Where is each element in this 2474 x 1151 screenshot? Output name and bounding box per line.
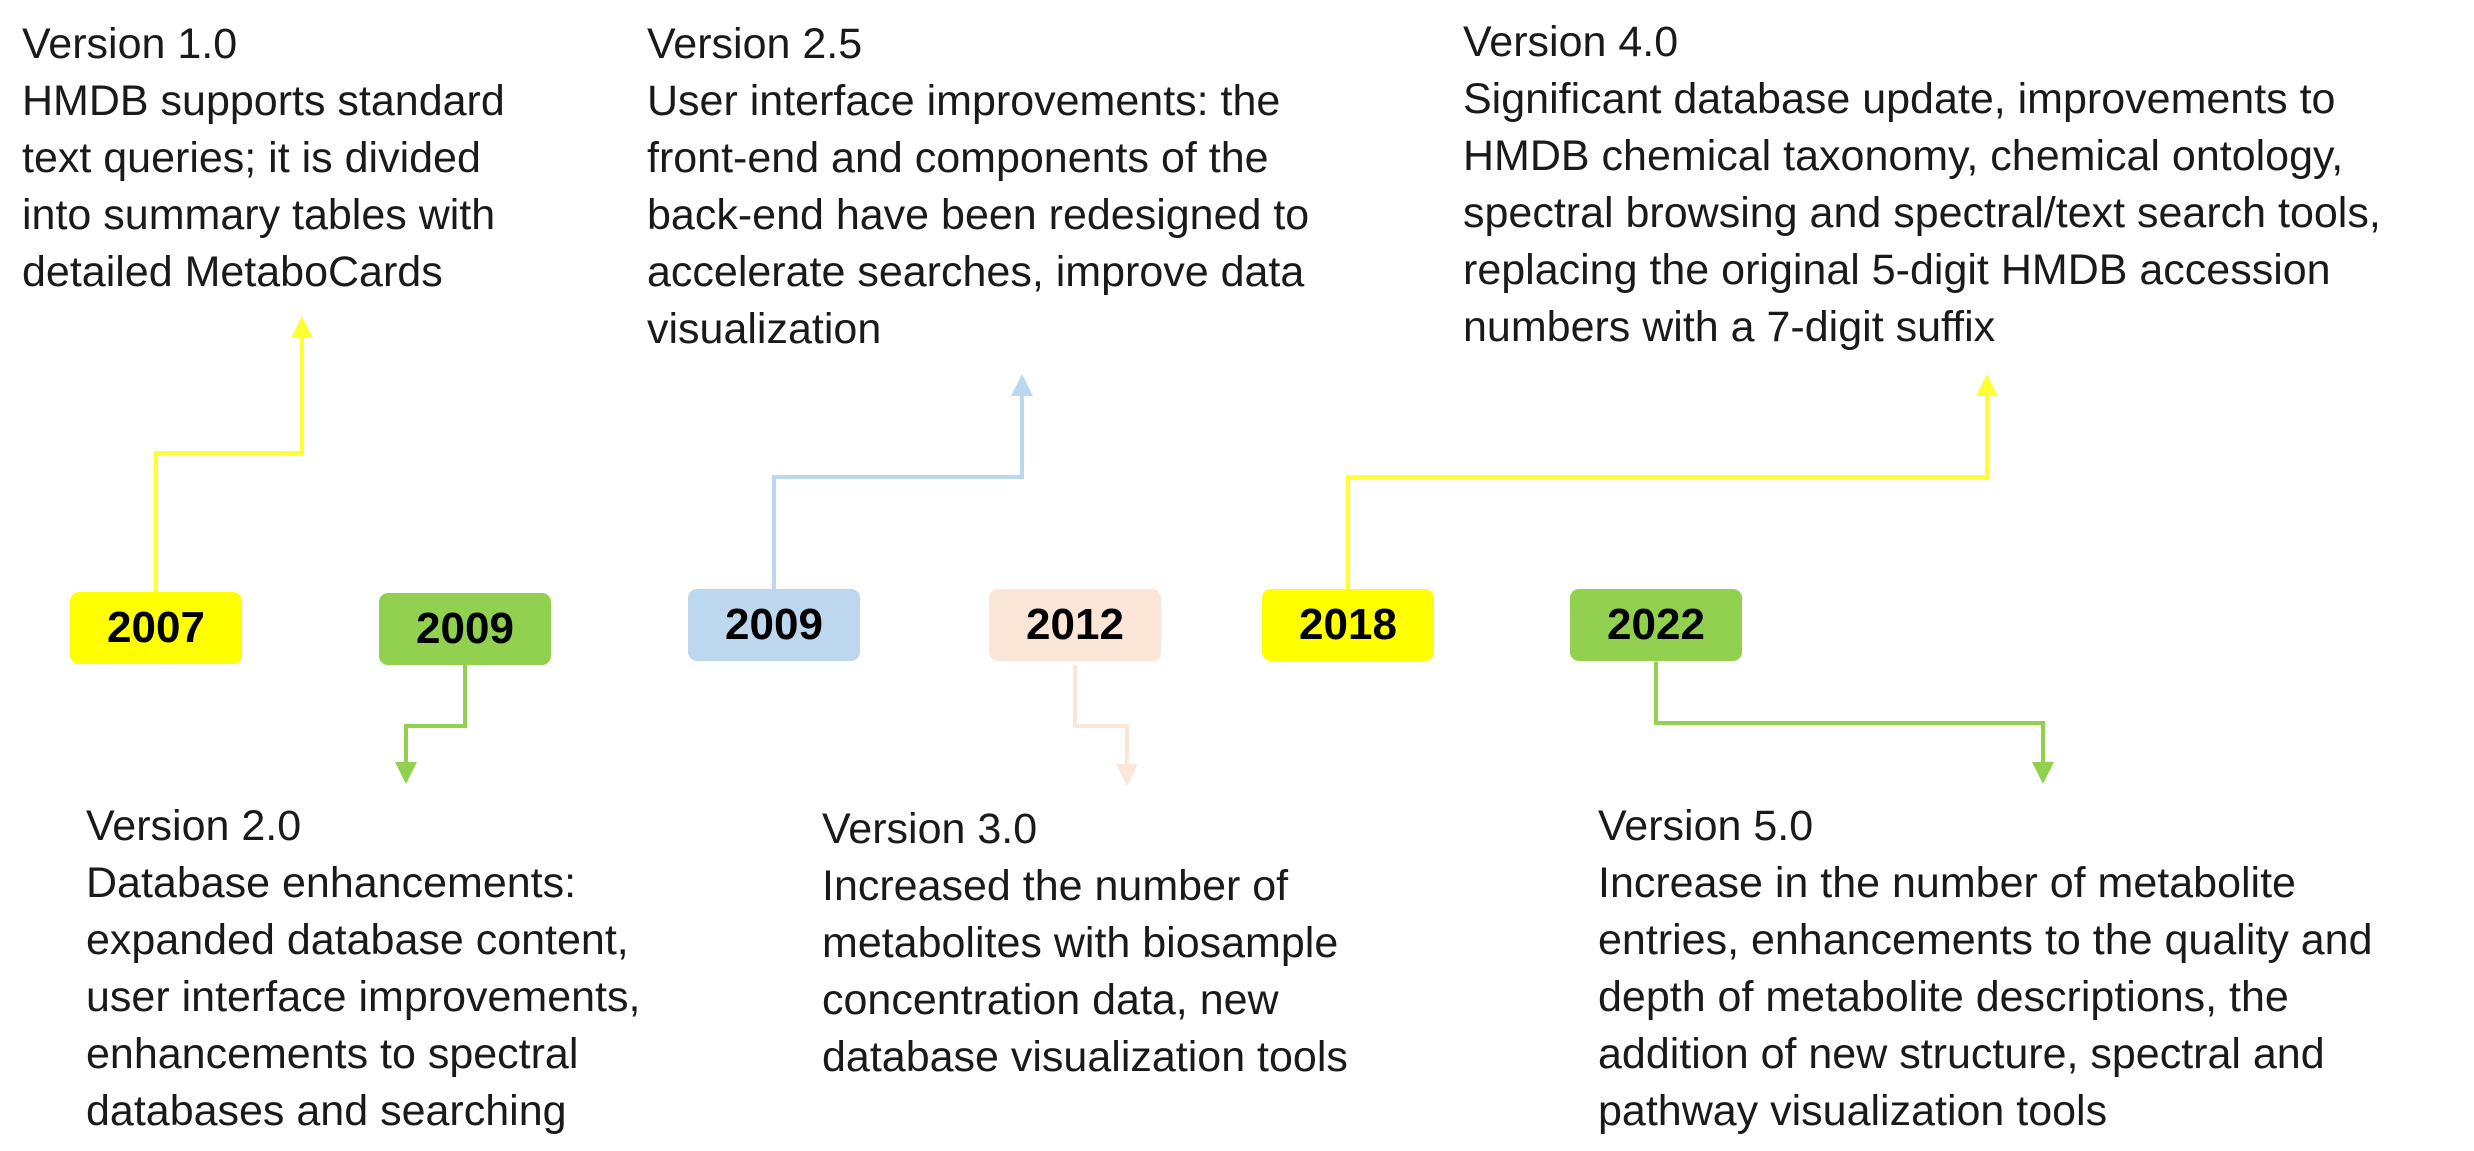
version-block-4-0: Version 4.0 Significant database update,… [1463, 14, 2381, 356]
version-title: Version 3.0 [822, 805, 1038, 853]
description-line: concentration data, new [822, 976, 1279, 1024]
year-label: 2012 [1026, 600, 1124, 649]
arrowhead-2007 [291, 316, 313, 338]
description-line: enhancements to spectral [86, 1030, 579, 1078]
connector-2018 [1346, 388, 1989, 589]
connector-2012 [1073, 665, 1129, 772]
year-label: 2007 [107, 603, 205, 652]
year-badge-2007: 2007 [70, 592, 242, 664]
year-label: 2009 [725, 600, 823, 649]
connector-2009-v25 [772, 388, 1024, 589]
description-line: expanded database content, [86, 916, 629, 964]
description-line: visualization [647, 305, 882, 353]
version-block-2-5: Version 2.5 User interface improvements:… [647, 16, 1309, 358]
description-line: back-end have been redesigned to [647, 191, 1310, 239]
description-line: numbers with a 7-digit suffix [1463, 303, 1996, 351]
year-label: 2018 [1299, 600, 1397, 649]
description-line: into summary tables with [22, 191, 496, 239]
version-title: Version 4.0 [1463, 18, 1679, 66]
description-line: metabolites with biosample [822, 919, 1339, 967]
connector-2022 [1654, 662, 2045, 770]
year-badge-2018: 2018 [1262, 589, 1434, 661]
version-block-1-0: Version 1.0 HMDB supports standard text … [22, 16, 505, 301]
year-badge-2022: 2022 [1570, 589, 1742, 661]
description-line: Database enhancements: [86, 859, 577, 907]
year-badge-2009-v25: 2009 [688, 589, 860, 661]
arrowhead-2018 [1976, 374, 1998, 396]
year-badge-2012: 2012 [989, 589, 1161, 661]
version-block-2-0: Version 2.0 Database enhancements: expan… [86, 798, 640, 1140]
description-line: databases and searching [86, 1087, 567, 1135]
description-line: database visualization tools [822, 1033, 1348, 1081]
version-title: Version 2.0 [86, 802, 302, 850]
version-title: Version 5.0 [1598, 802, 1814, 850]
year-badge-2009-v2: 2009 [379, 593, 551, 665]
description-line: Significant database update, improvement… [1463, 75, 2336, 123]
connector-2009-v2 [404, 665, 467, 770]
arrowhead-2009-v25 [1011, 374, 1033, 396]
description-line: accelerate searches, improve data [647, 248, 1305, 296]
arrowhead-2012 [1116, 764, 1138, 786]
description-line: HMDB chemical taxonomy, chemical ontolog… [1463, 132, 2344, 180]
version-block-3-0: Version 3.0 Increased the number of meta… [822, 801, 1348, 1086]
version-block-5-0: Version 5.0 Increase in the number of me… [1598, 798, 2373, 1140]
year-label: 2009 [416, 604, 514, 653]
description-line: user interface improvements, [86, 973, 641, 1021]
arrowhead-2009-v2 [395, 762, 417, 784]
description-line: User interface improvements: the [647, 77, 1281, 125]
description-line: text queries; it is divided [22, 134, 481, 182]
description-line: Increase in the number of metabolite [1598, 859, 2296, 907]
year-label: 2022 [1607, 600, 1705, 649]
description-line: Increased the number of [822, 862, 1289, 910]
description-line: spectral browsing and spectral/text sear… [1463, 189, 2381, 237]
arrowhead-2022 [2032, 762, 2054, 784]
description-line: depth of metabolite descriptions, the [1598, 973, 2289, 1021]
description-line: replacing the original 5-digit HMDB acce… [1463, 246, 2331, 294]
description-line: entries, enhancements to the quality and [1598, 916, 2373, 964]
description-line: pathway visualization tools [1598, 1087, 2108, 1135]
description-line: HMDB supports standard [22, 77, 505, 125]
description-line: addition of new structure, spectral and [1598, 1030, 2325, 1078]
version-title: Version 2.5 [647, 20, 863, 68]
description-line: front-end and components of the [647, 134, 1269, 182]
connector-2007 [154, 330, 304, 592]
version-title: Version 1.0 [22, 20, 238, 68]
description-line: detailed MetaboCards [22, 248, 443, 296]
